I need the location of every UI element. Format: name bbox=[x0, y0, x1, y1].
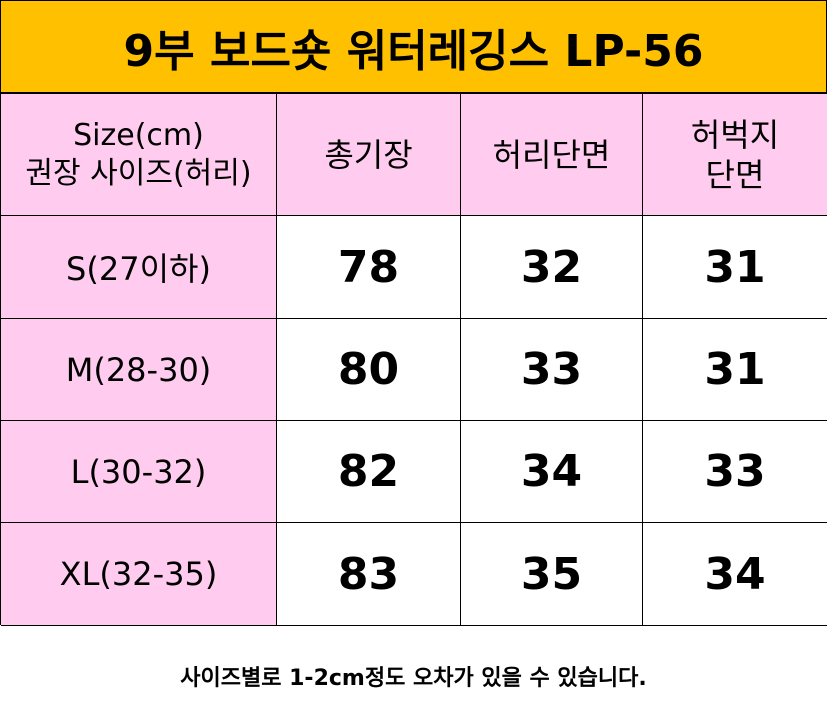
value-cell: 33 bbox=[461, 319, 643, 421]
size-table: Size(cm) 권장 사이즈(허리) 총기장 허리단면 허벅지 단면 S(27이하) 78 3… bbox=[0, 93, 827, 626]
header-cell: 허리단면 bbox=[461, 94, 643, 216]
header-text: 허벅지 bbox=[690, 115, 780, 154]
value-cell: 34 bbox=[461, 421, 643, 523]
value-cell: 78 bbox=[277, 216, 461, 319]
value-cell: 82 bbox=[277, 421, 461, 523]
header-text: 권장 사이즈(허리) bbox=[25, 155, 252, 191]
value-cell: 35 bbox=[461, 523, 643, 626]
header-text: Size(cm) bbox=[73, 117, 204, 153]
value-cell: 34 bbox=[643, 523, 827, 626]
size-cell: L(30-32) bbox=[1, 421, 277, 523]
header-cell: Size(cm) 권장 사이즈(허리) bbox=[1, 94, 277, 216]
footer-note: 사이즈별로 1-2cm정도 오차가 있을 수 있습니다. bbox=[180, 666, 647, 691]
header-cell: 총기장 bbox=[277, 94, 461, 216]
size-cell: XL(32-35) bbox=[1, 523, 277, 626]
header-text: 단면 bbox=[705, 155, 765, 194]
header-cell: 허벅지 단면 bbox=[643, 94, 827, 216]
value-cell: 31 bbox=[643, 216, 827, 319]
title: 9부 보드숏 워터레깅스 LP-56 bbox=[0, 0, 827, 93]
value-cell: 83 bbox=[277, 523, 461, 626]
value-cell: 32 bbox=[461, 216, 643, 319]
size-cell: S(27이하) bbox=[1, 216, 277, 319]
value-cell: 33 bbox=[643, 421, 827, 523]
value-cell: 31 bbox=[643, 319, 827, 421]
header-text: 허리단면 bbox=[492, 135, 611, 174]
size-cell: M(28-30) bbox=[1, 319, 277, 421]
header-text: 총기장 bbox=[324, 135, 413, 174]
value-cell: 80 bbox=[277, 319, 461, 421]
